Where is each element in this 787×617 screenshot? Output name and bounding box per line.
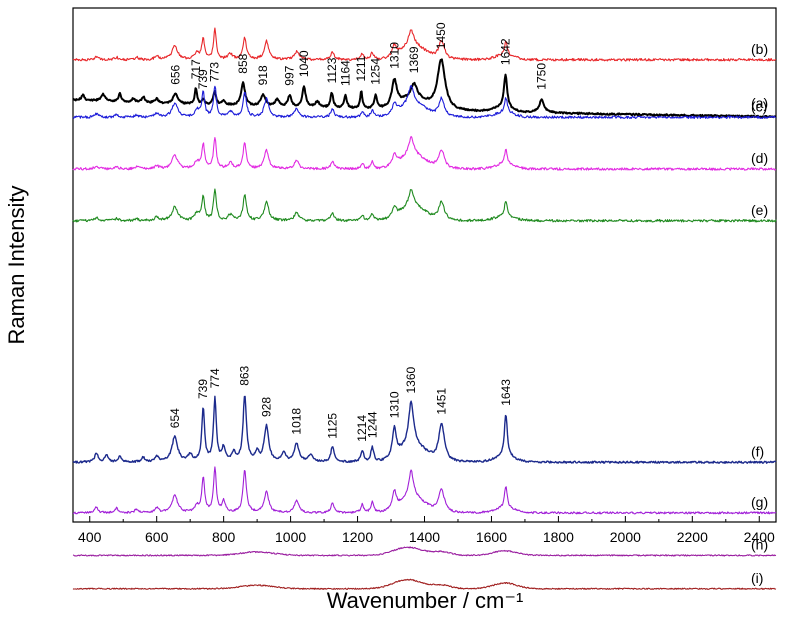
x-tick-label-2200: 2200 xyxy=(677,529,708,545)
peak-label-a-1450: 1450 xyxy=(434,22,448,49)
peak-label-f-1451: 1451 xyxy=(435,388,449,415)
peak-label-a-656: 656 xyxy=(168,64,182,84)
trace-c xyxy=(72,84,776,119)
trace-h xyxy=(72,546,777,557)
peak-label-a-717: 717 xyxy=(189,59,203,79)
x-tick-label-1200: 1200 xyxy=(342,529,373,545)
x-tick-label-600: 600 xyxy=(145,529,169,545)
trace-label-c: (c) xyxy=(751,98,767,114)
peak-label-a-739: 739 xyxy=(196,69,210,89)
x-tick-label-1000: 1000 xyxy=(275,529,306,545)
trace-f xyxy=(72,395,777,464)
peak-label-a-1369: 1369 xyxy=(407,46,421,73)
trace-label-b: (b) xyxy=(751,41,768,57)
peak-label-a-1123: 1123 xyxy=(325,57,339,83)
peak-label-a-1642: 1642 xyxy=(499,38,513,65)
spectra-traces xyxy=(72,27,777,590)
trace-e xyxy=(72,188,777,223)
peak-label-f-774: 774 xyxy=(208,368,222,388)
x-tick-label-1800: 1800 xyxy=(543,529,574,545)
trace-labels: (a) (b) (c) (d) (e) (f) (g) (h) (i) xyxy=(751,41,768,586)
peak-label-a-773: 773 xyxy=(208,62,222,82)
peak-label-f-863: 863 xyxy=(238,365,252,385)
trace-a xyxy=(72,58,777,119)
x-axis-title: Wavenumber / cm⁻¹ xyxy=(327,588,524,613)
trace-d xyxy=(72,135,777,171)
trace-label-e: (e) xyxy=(751,202,768,218)
trace-label-h: (h) xyxy=(751,536,768,552)
x-tick-label-2000: 2000 xyxy=(610,529,641,545)
x-tick-label-800: 800 xyxy=(212,529,236,545)
trace-b xyxy=(72,27,776,62)
peak-label-a-1310: 1310 xyxy=(387,42,401,69)
x-tick-label-400: 400 xyxy=(78,529,102,545)
x-axis-ticks: 400 600 800 1000 1200 1400 1600 1800 2000 2200 240… xyxy=(78,516,775,545)
peak-label-a-1211: 1211 xyxy=(354,55,368,81)
trace-label-f: (f) xyxy=(751,443,764,459)
trace-label-g: (g) xyxy=(751,494,768,510)
peak-label-a-997: 997 xyxy=(283,65,297,85)
peak-label-f-1360: 1360 xyxy=(404,366,418,393)
peak-label-f-654: 654 xyxy=(168,408,182,428)
peak-label-a-1254: 1254 xyxy=(369,58,383,85)
peak-label-f-1018: 1018 xyxy=(290,408,304,435)
peak-label-f-1310: 1310 xyxy=(387,391,401,418)
trace-label-i: (i) xyxy=(751,570,763,586)
x-tick-label-1600: 1600 xyxy=(476,529,507,545)
x-tick-label-2400: 2400 xyxy=(744,529,775,545)
x-tick-label-1400: 1400 xyxy=(409,529,440,545)
peak-label-a-858: 858 xyxy=(236,53,250,73)
peak-label-a-1750: 1750 xyxy=(535,63,549,90)
trace-label-d: (d) xyxy=(751,150,768,166)
peak-label-f-1125: 1125 xyxy=(325,413,339,439)
y-axis-title: Raman Intensity xyxy=(4,186,29,345)
peak-label-f-1643: 1643 xyxy=(499,379,513,406)
peak-label-a-1040: 1040 xyxy=(297,50,311,77)
peak-label-f-739: 739 xyxy=(196,379,210,399)
peak-label-f-1214: 1214 xyxy=(355,415,369,442)
trace-g xyxy=(72,466,777,515)
peak-label-f-928: 928 xyxy=(260,397,274,417)
trace-label-a: (a) xyxy=(751,95,768,111)
trace-i xyxy=(72,578,777,590)
peak-label-a-918: 918 xyxy=(256,65,270,85)
peak-label-f-1244: 1244 xyxy=(365,411,379,438)
peak-label-a-1164: 1164 xyxy=(339,60,353,86)
